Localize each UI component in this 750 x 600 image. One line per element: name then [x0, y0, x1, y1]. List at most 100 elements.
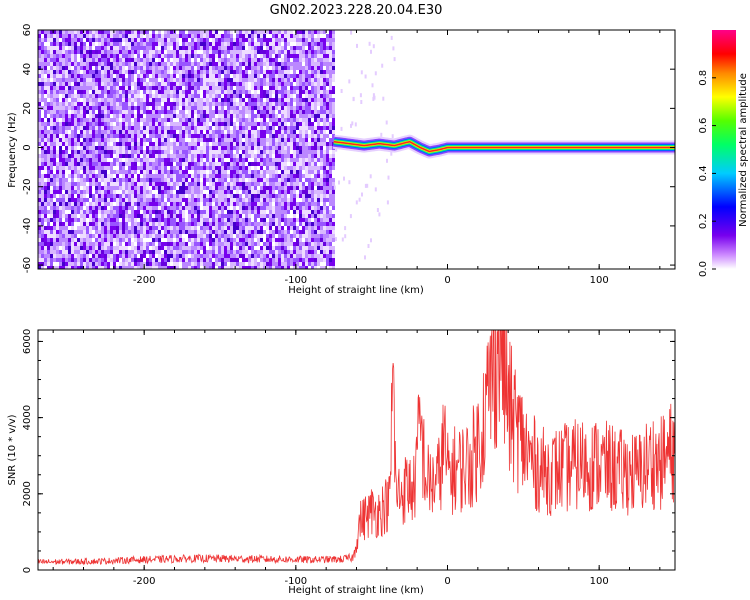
noise-cell — [266, 146, 269, 150]
noise-cell — [80, 226, 83, 230]
noise-cell — [197, 150, 200, 154]
noise-cell — [53, 218, 56, 222]
noise-cell — [200, 162, 203, 166]
noise-cell — [107, 198, 110, 202]
noise-cell — [56, 58, 59, 62]
noise-cell — [182, 246, 185, 250]
noise-cell — [116, 74, 119, 78]
noise-cell — [257, 122, 260, 126]
noise-cell — [263, 266, 266, 269]
noise-cell — [62, 234, 65, 238]
noise-cell — [164, 170, 167, 174]
noise-cell — [152, 178, 155, 182]
noise-cell — [239, 162, 242, 166]
noise-cell — [125, 242, 128, 246]
noise-cell — [98, 250, 101, 254]
noise-cell — [50, 218, 53, 222]
noise-cell — [245, 130, 248, 134]
noise-cell — [167, 186, 170, 190]
noise-cell — [122, 226, 125, 230]
noise-cell — [80, 114, 83, 118]
noise-cell — [227, 130, 230, 134]
noise-cell — [197, 266, 200, 269]
noise-cell — [134, 194, 137, 198]
noise-cell — [293, 162, 296, 166]
noise-cell — [140, 190, 143, 194]
noise-cell — [134, 98, 137, 102]
noise-cell — [110, 246, 113, 250]
noise-cell — [284, 42, 287, 46]
noise-cell — [179, 182, 182, 186]
noise-cell — [143, 106, 146, 110]
noise-cell — [248, 66, 251, 70]
noise-cell — [170, 222, 173, 226]
noise-cell — [221, 222, 224, 226]
noise-cell — [53, 246, 56, 250]
noise-cell — [302, 206, 305, 210]
noise-cell — [71, 222, 74, 226]
noise-cell — [110, 42, 113, 46]
noise-cell — [158, 266, 161, 269]
noise-cell — [59, 194, 62, 198]
noise-cell — [251, 66, 254, 70]
noise-cell — [71, 238, 74, 242]
noise-cell — [71, 230, 74, 234]
noise-cell — [77, 142, 80, 146]
noise-cell — [239, 98, 242, 102]
noise-cell — [128, 98, 131, 102]
noise-cell — [53, 174, 56, 178]
noise-cell — [149, 134, 152, 138]
noise-cell — [182, 98, 185, 102]
noise-cell — [53, 254, 56, 258]
noise-cell — [44, 38, 47, 42]
noise-cell — [119, 242, 122, 246]
noise-cell — [158, 106, 161, 110]
noise-cell — [263, 206, 266, 210]
noise-cell — [302, 50, 305, 54]
noise-cell — [203, 58, 206, 62]
noise-cell — [131, 206, 134, 210]
noise-cell — [275, 254, 278, 258]
noise-cell — [299, 154, 302, 158]
noise-cell — [125, 102, 128, 106]
noise-cell — [113, 46, 116, 50]
noise-cell — [86, 134, 89, 138]
noise-cell — [299, 94, 302, 98]
noise-cell — [248, 182, 251, 186]
noise-cell — [296, 110, 299, 114]
noise-cell — [224, 206, 227, 210]
noise-cell — [236, 102, 239, 106]
noise-cell — [263, 122, 266, 126]
noise-cell — [122, 162, 125, 166]
noise-cell — [266, 194, 269, 198]
noise-cell — [119, 230, 122, 234]
noise-cell — [80, 174, 83, 178]
noise-cell — [77, 38, 80, 42]
noise-cell — [119, 150, 122, 154]
noise-cell — [188, 86, 191, 90]
noise-cell — [107, 82, 110, 86]
noise-cell — [77, 170, 80, 174]
noise-cell — [230, 106, 233, 110]
noise-cell — [227, 102, 230, 106]
noise-cell — [176, 114, 179, 118]
noise-cell — [191, 174, 194, 178]
noise-cell — [158, 230, 161, 234]
noise-cell — [239, 134, 242, 138]
noise-cell — [239, 230, 242, 234]
noise-cell — [68, 82, 71, 86]
noise-cell — [284, 182, 287, 186]
noise-cell — [173, 158, 176, 162]
noise-cell — [209, 258, 212, 262]
noise-cell — [254, 262, 257, 266]
noise-cell — [290, 114, 293, 118]
noise-cell — [203, 230, 206, 234]
noise-cell — [161, 206, 164, 210]
noise-cell — [293, 90, 296, 94]
noise-cell — [155, 102, 158, 106]
noise-cell — [125, 86, 128, 90]
noise-cell — [227, 34, 230, 38]
noise-cell — [68, 90, 71, 94]
noise-cell — [128, 46, 131, 50]
noise-cell — [242, 114, 245, 118]
